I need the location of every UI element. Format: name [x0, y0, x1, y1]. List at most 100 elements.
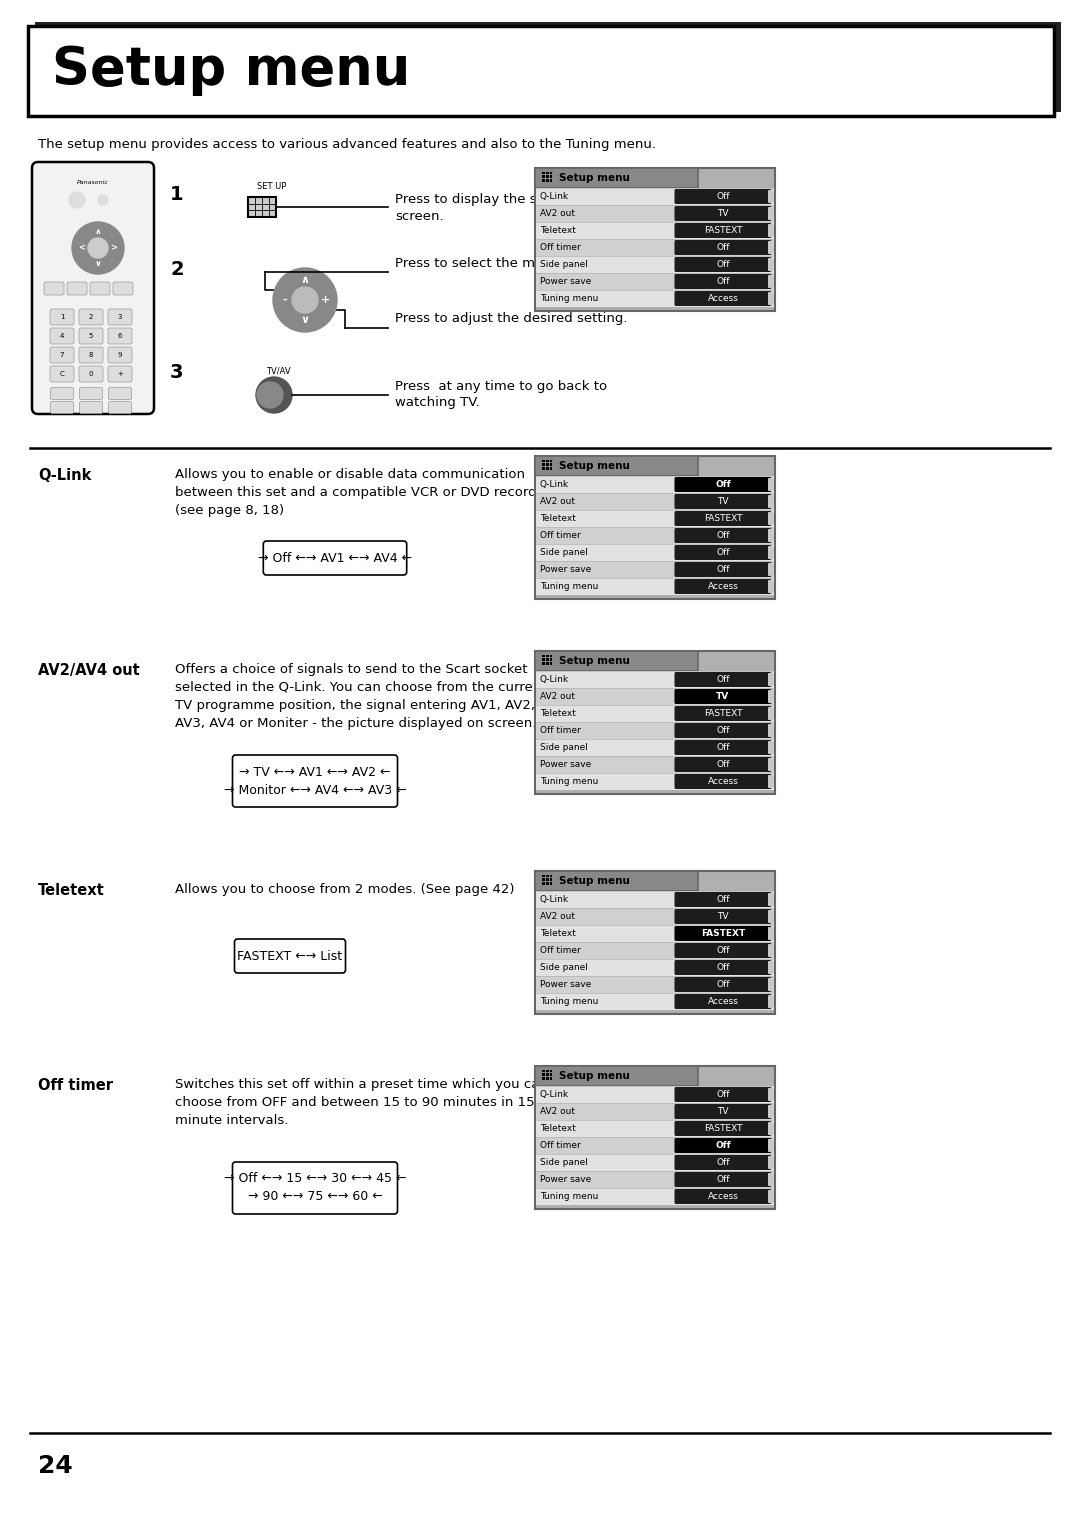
Text: FASTEXT: FASTEXT	[704, 226, 742, 235]
Text: Off: Off	[716, 277, 730, 286]
Bar	[28, 26, 1054, 116]
Bar	[535, 1067, 775, 1209]
Text: FASTEXT ←→ List: FASTEXT ←→ List	[238, 949, 342, 963]
Bar	[542, 468, 544, 471]
FancyBboxPatch shape	[768, 911, 774, 923]
FancyBboxPatch shape	[675, 960, 771, 975]
Bar	[536, 688, 774, 704]
Bar	[542, 460, 544, 463]
Bar	[536, 238, 774, 257]
Bar	[536, 274, 774, 290]
Bar	[248, 197, 276, 217]
Text: Side panel: Side panel	[540, 743, 588, 752]
Text: Off: Off	[716, 1158, 730, 1167]
Text: Panasonic: Panasonic	[77, 179, 109, 185]
Bar	[550, 659, 552, 662]
FancyBboxPatch shape	[675, 290, 771, 306]
FancyBboxPatch shape	[264, 541, 407, 575]
Text: Q-Link: Q-Link	[540, 193, 569, 202]
Bar	[545, 879, 549, 882]
FancyBboxPatch shape	[675, 1086, 771, 1102]
Text: FASTEXT: FASTEXT	[704, 1125, 742, 1132]
Text: Teletext: Teletext	[540, 929, 576, 938]
Bar	[542, 1073, 544, 1076]
Text: Tuning menu: Tuning menu	[540, 778, 598, 785]
FancyBboxPatch shape	[768, 1088, 774, 1102]
FancyBboxPatch shape	[80, 388, 103, 399]
Text: 1: 1	[170, 185, 184, 205]
Bar	[536, 891, 774, 908]
FancyBboxPatch shape	[90, 283, 110, 295]
FancyBboxPatch shape	[232, 1161, 397, 1215]
Bar	[542, 879, 544, 882]
Circle shape	[69, 193, 85, 208]
Text: watching TV.: watching TV.	[395, 396, 480, 410]
Text: Off: Off	[716, 260, 730, 269]
Text: FASTEXT: FASTEXT	[704, 513, 742, 523]
Bar	[550, 176, 552, 179]
FancyBboxPatch shape	[768, 581, 774, 593]
Bar	[536, 960, 774, 976]
Text: Tuning menu: Tuning menu	[540, 1192, 598, 1201]
Circle shape	[257, 382, 283, 408]
Text: → 90 ←→ 75 ←→ 60 ←: → 90 ←→ 75 ←→ 60 ←	[247, 1190, 382, 1204]
Text: ∧: ∧	[95, 228, 102, 237]
Text: SET UP: SET UP	[257, 182, 286, 191]
FancyBboxPatch shape	[768, 1157, 774, 1169]
Text: Power save: Power save	[540, 1175, 591, 1184]
Bar	[545, 468, 549, 471]
Bar	[550, 171, 552, 174]
Text: <: <	[79, 243, 85, 252]
FancyBboxPatch shape	[768, 1122, 774, 1135]
Text: Q-Link: Q-Link	[540, 480, 569, 489]
Text: ∧: ∧	[300, 275, 310, 286]
Text: Off timer: Off timer	[540, 532, 581, 539]
Bar	[536, 1103, 774, 1120]
Text: TV programme position, the signal entering AV1, AV2,: TV programme position, the signal enteri…	[175, 698, 535, 712]
Bar	[550, 468, 552, 471]
FancyBboxPatch shape	[108, 309, 132, 325]
Text: AV2/AV4 out: AV2/AV4 out	[38, 663, 139, 678]
Text: Off timer: Off timer	[540, 946, 581, 955]
Bar	[550, 879, 552, 882]
Text: Access: Access	[707, 582, 739, 591]
Bar	[535, 651, 698, 671]
FancyBboxPatch shape	[675, 206, 771, 222]
FancyBboxPatch shape	[50, 309, 75, 325]
Text: Side panel: Side panel	[540, 260, 588, 269]
Bar	[536, 1137, 774, 1154]
Bar	[550, 882, 552, 885]
Bar	[550, 179, 552, 182]
Text: Setup menu: Setup menu	[559, 461, 630, 471]
FancyBboxPatch shape	[79, 367, 103, 382]
FancyBboxPatch shape	[675, 976, 771, 992]
Text: 1: 1	[59, 313, 64, 319]
FancyBboxPatch shape	[675, 723, 771, 738]
FancyBboxPatch shape	[51, 402, 73, 414]
Bar	[542, 654, 544, 657]
FancyBboxPatch shape	[768, 978, 774, 992]
FancyBboxPatch shape	[768, 478, 774, 490]
Bar	[545, 1070, 549, 1073]
Text: Off: Off	[715, 480, 731, 489]
Bar	[536, 704, 774, 723]
Text: 6: 6	[118, 333, 122, 339]
Text: Off: Off	[716, 1089, 730, 1099]
Circle shape	[292, 287, 318, 313]
Text: 8: 8	[89, 351, 93, 358]
Bar	[536, 494, 774, 510]
Text: → Monitor ←→ AV4 ←→ AV3 ←: → Monitor ←→ AV4 ←→ AV3 ←	[224, 784, 406, 796]
Text: selected in the Q-Link. You can choose from the current: selected in the Q-Link. You can choose f…	[175, 681, 546, 694]
Text: choose from OFF and between 15 to 90 minutes in 15: choose from OFF and between 15 to 90 min…	[175, 1096, 535, 1109]
Text: Allows you to enable or disable data communication: Allows you to enable or disable data com…	[175, 468, 525, 481]
FancyBboxPatch shape	[768, 258, 774, 270]
Bar	[545, 659, 549, 662]
FancyBboxPatch shape	[768, 241, 774, 254]
FancyBboxPatch shape	[768, 292, 774, 306]
Text: 7: 7	[59, 351, 64, 358]
FancyBboxPatch shape	[675, 257, 771, 272]
Text: Press to adjust the desired setting.: Press to adjust the desired setting.	[395, 312, 627, 325]
FancyBboxPatch shape	[79, 329, 103, 344]
FancyBboxPatch shape	[768, 724, 774, 736]
Text: Off: Off	[715, 1141, 731, 1151]
